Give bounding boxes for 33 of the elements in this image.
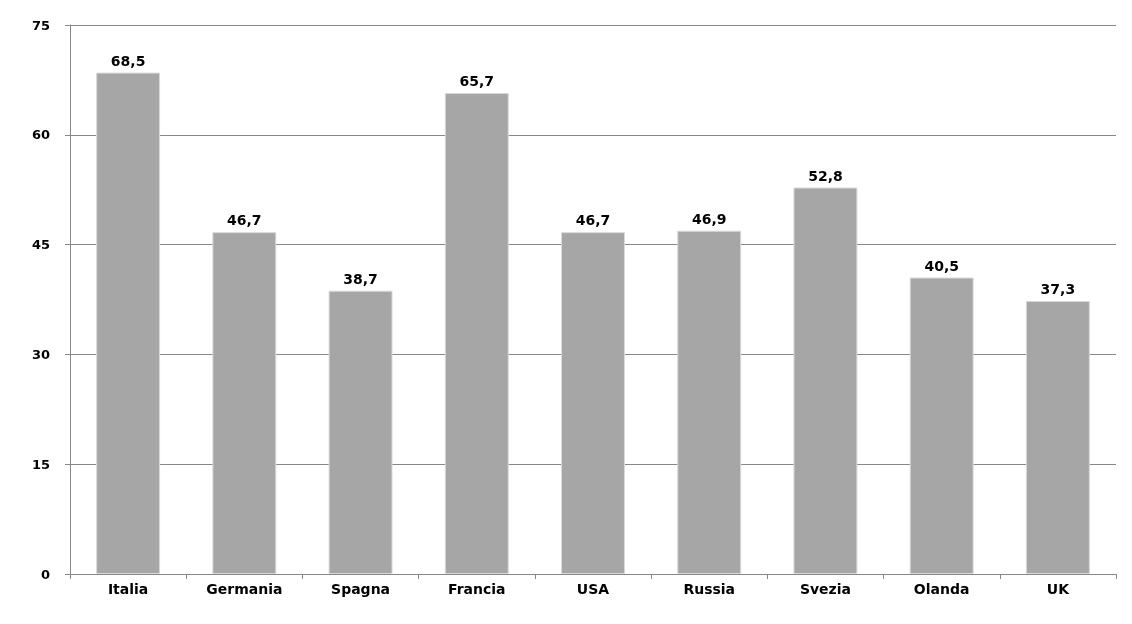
data-label: 40,5 [924,257,959,274]
y-tick-label: 45 [31,237,50,253]
x-tick-label: USA [576,581,610,597]
x-tick-label: Germania [206,581,283,597]
y-tick-label: 15 [31,456,50,472]
x-tick-label: UK [1046,581,1071,597]
bar [96,72,161,574]
data-label: 46,7 [575,212,611,229]
x-tick-label: Russia [683,581,736,597]
data-label: 65,7 [459,73,495,90]
x-tick-label: Italia [107,581,149,597]
x-tick-label: Spagna [331,581,391,597]
bar [677,230,742,574]
bar [1025,300,1090,574]
bar [328,290,393,574]
bar [793,187,858,574]
data-label: 46,7 [227,212,262,229]
data-label: 52,8 [808,167,843,184]
bar [561,232,625,574]
bar [212,232,277,574]
bar [444,93,509,574]
x-tick-label: Svezia [799,581,851,597]
bar [909,277,974,574]
y-tick-label: 60 [31,127,50,143]
y-tick-label: 30 [31,346,50,362]
data-label: 37,3 [1040,280,1076,297]
data-label: 46,9 [691,210,727,227]
x-tick-label: Francia [448,581,506,597]
y-tick-label: 0 [40,566,50,582]
data-label: 38,7 [343,270,378,287]
x-tick-label: Olanda [913,581,970,597]
data-label: 68,5 [110,52,146,69]
y-tick-label: 75 [31,17,50,33]
